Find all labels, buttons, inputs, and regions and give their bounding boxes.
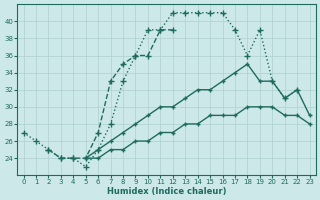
X-axis label: Humidex (Indice chaleur): Humidex (Indice chaleur) — [107, 187, 226, 196]
